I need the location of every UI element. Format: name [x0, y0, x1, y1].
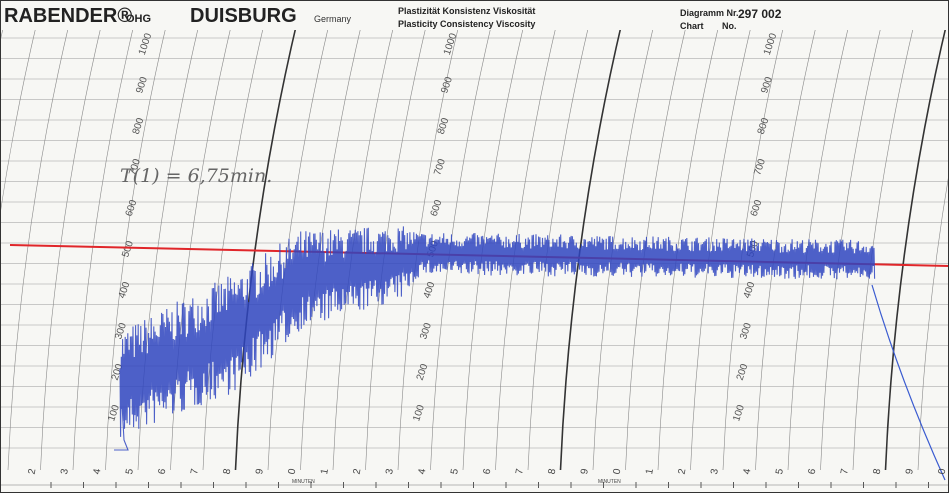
- chart-number: 297 002: [738, 7, 782, 21]
- minute-label: 9: [579, 467, 591, 475]
- grid-arc-major: [234, 19, 299, 471]
- minute-label: 6: [157, 467, 169, 475]
- scale-label: 200: [415, 362, 431, 382]
- grid-arc: [105, 19, 168, 471]
- no-label: No.: [722, 21, 737, 31]
- minute-label: 4: [417, 467, 429, 475]
- minute-label: 5: [124, 467, 136, 475]
- minute-label: 1: [319, 467, 331, 475]
- scale-label: 900: [134, 75, 150, 95]
- minute-label: 8: [547, 467, 559, 475]
- properties-de: Plastizität Konsistenz Viskosität: [398, 6, 535, 16]
- minute-label: 6: [482, 467, 494, 475]
- brand: RABENDER®: [4, 5, 132, 27]
- company: OHG: [126, 13, 151, 25]
- minute-label: 7: [839, 467, 851, 475]
- trace-tail: [871, 284, 946, 481]
- grid-arc: [657, 19, 721, 471]
- scale-label: 100: [106, 403, 122, 423]
- scale-label: 700: [432, 157, 448, 177]
- scale-label: 800: [436, 116, 452, 136]
- minute-label: 8: [222, 467, 234, 475]
- minute-label: 6: [807, 467, 819, 475]
- scale-label: 300: [418, 321, 434, 341]
- chart-label: Chart: [680, 21, 704, 31]
- minute-label: 3: [709, 467, 721, 475]
- minute-label: 5: [449, 467, 461, 475]
- grid-arc: [365, 19, 428, 471]
- grid-arc: [852, 19, 916, 471]
- minute-label: 4: [742, 467, 754, 475]
- minute-label: 3: [59, 467, 71, 475]
- scale-label: 700: [752, 157, 768, 177]
- grid-arc: [917, 172, 949, 471]
- scale-label: 400: [422, 280, 438, 300]
- minute-caption: MINUTEN: [598, 479, 621, 485]
- minute-label: 8: [872, 467, 884, 475]
- properties-en: Plasticity Consistency Viscosity: [398, 19, 535, 29]
- scale-label: 600: [429, 198, 445, 218]
- scale-label: 900: [759, 75, 775, 95]
- header-band: [0, 0, 949, 30]
- scale-label: 300: [738, 321, 754, 341]
- grid-arc: [72, 19, 136, 471]
- scale-label: 100: [411, 403, 427, 423]
- minute-label: 2: [27, 467, 39, 475]
- minute-label: 0: [612, 467, 624, 475]
- scale-label: 800: [131, 116, 147, 136]
- scale-label: 900: [439, 75, 455, 95]
- minute-axis: 2 3 4 5 6 7 8 9 0 1 2 3 4 5 6 7 8 9 0 1 2 3 4 5 6 7 8 9 0 MINUTEN MINU…: [0, 467, 949, 488]
- grid-arc: [202, 19, 266, 471]
- minute-label: 7: [514, 467, 526, 475]
- minute-label: 3: [384, 467, 396, 475]
- scale-label: 400: [742, 280, 758, 300]
- trace: [114, 226, 876, 451]
- diagram-label: Diagramm Nr.: [680, 8, 739, 18]
- grid-arc: [690, 19, 753, 471]
- minute-label: 2: [677, 467, 689, 475]
- city: DUISBURG: [190, 5, 297, 27]
- grid-arc: [300, 19, 363, 471]
- grid-arc-major: [559, 19, 624, 471]
- handwritten-note: T(1) = 6,75min.: [120, 165, 272, 187]
- country: Germany: [314, 14, 352, 24]
- grid-arc: [7, 19, 71, 471]
- scale-label: 700: [127, 157, 143, 177]
- grid-arc: [137, 19, 201, 471]
- minute-caption: MINUTEN: [292, 479, 315, 485]
- scale-label: 200: [735, 362, 751, 382]
- minute-label: 5: [774, 467, 786, 475]
- grid-arc: [592, 19, 656, 471]
- minute-label: 9: [904, 467, 916, 475]
- scale-label: 600: [749, 198, 765, 218]
- scale-label: 100: [731, 403, 747, 423]
- grid-arc-major: [884, 19, 949, 471]
- scale-label: 300: [113, 321, 129, 341]
- minute-label: 0: [287, 467, 299, 475]
- minute-label: 2: [352, 467, 364, 475]
- grid-arc: [40, 19, 103, 471]
- minute-label: 7: [189, 467, 201, 475]
- minute-label: 9: [254, 467, 266, 475]
- minute-label: 0: [937, 467, 949, 475]
- scale-label: 400: [117, 280, 133, 300]
- scale-label: 500: [120, 239, 136, 259]
- scale-label: 800: [756, 116, 772, 136]
- scale-label: 600: [124, 198, 140, 218]
- minute-label: 1: [644, 467, 656, 475]
- pen-trace: [114, 226, 876, 451]
- grid-arc: [0, 19, 38, 217]
- minute-label: 4: [92, 467, 104, 475]
